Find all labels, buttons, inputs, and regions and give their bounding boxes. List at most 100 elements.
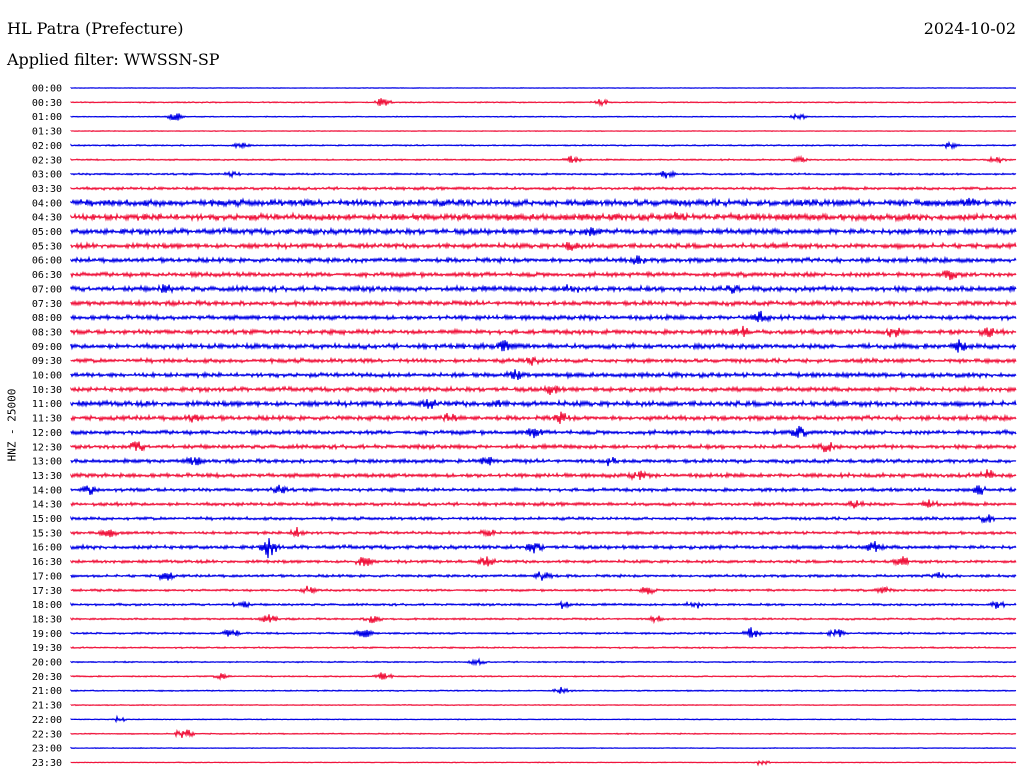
time-label: 08:30 (32, 327, 62, 338)
trace-line (70, 703, 1017, 707)
time-label: 16:00 (32, 543, 62, 554)
trace-line (70, 469, 1017, 482)
trace-line (70, 241, 1017, 251)
time-label: 01:00 (32, 112, 62, 123)
time-label: 23:00 (32, 744, 62, 755)
trace-line (70, 672, 1017, 681)
trace-line (70, 398, 1017, 409)
trace-line (70, 499, 1017, 509)
time-label: 20:30 (32, 672, 62, 683)
trace-line (70, 211, 1017, 223)
record-date: 2024-10-02 (923, 19, 1016, 38)
time-label: 06:30 (32, 270, 62, 281)
trace-line (70, 185, 1017, 192)
time-label: 01:30 (32, 127, 62, 138)
time-label: 18:30 (32, 614, 62, 625)
station-title: HL Patra (Prefecture) (7, 19, 184, 38)
time-label: 03:30 (32, 184, 62, 195)
trace-line (70, 384, 1017, 395)
trace-line (70, 283, 1017, 295)
trace-line (70, 98, 1017, 108)
trace-line (70, 112, 1017, 121)
trace-line (70, 456, 1017, 467)
trace-line (70, 527, 1017, 538)
trace-line (70, 129, 1017, 133)
time-label: 08:00 (32, 313, 62, 324)
trace-line (70, 556, 1017, 567)
trace-line (70, 657, 1017, 667)
trace-line (70, 325, 1017, 338)
time-label: 22:30 (32, 729, 62, 740)
time-label: 15:00 (32, 514, 62, 525)
trace-line (70, 686, 1017, 695)
trace-line (70, 270, 1017, 281)
time-label: 11:30 (32, 414, 62, 425)
time-label: 10:30 (32, 385, 62, 396)
time-label: 19:30 (32, 643, 62, 654)
time-label: 10:00 (32, 371, 62, 382)
trace-line (70, 310, 1017, 323)
time-label: 18:00 (32, 600, 62, 611)
trace-line (70, 369, 1017, 381)
trace-line (70, 600, 1017, 609)
time-label: 09:30 (32, 356, 62, 367)
trace-line (70, 411, 1017, 424)
trace-line (70, 484, 1017, 495)
trace-line (70, 728, 1017, 739)
trace-line (70, 538, 1017, 559)
trace-line (70, 255, 1017, 265)
time-label: 21:30 (32, 701, 62, 712)
time-label: 00:00 (32, 84, 62, 95)
time-label: 07:30 (32, 299, 62, 310)
time-label: 15:30 (32, 528, 62, 539)
time-label: 05:00 (32, 227, 62, 238)
time-label: 11:00 (32, 399, 62, 410)
trace-line (70, 714, 1017, 724)
trace-line (70, 746, 1017, 750)
time-label: 04:30 (32, 213, 62, 224)
time-label: 02:30 (32, 155, 62, 166)
time-label: 20:00 (32, 658, 62, 669)
time-label: 14:30 (32, 500, 62, 511)
time-label: 12:30 (32, 442, 62, 453)
trace-line (70, 298, 1017, 308)
trace-line (70, 140, 1017, 150)
time-label: 09:00 (32, 342, 62, 353)
trace-line (70, 154, 1017, 164)
time-label: 05:30 (32, 241, 62, 252)
filter-label: Applied filter: WWSSN-SP (7, 50, 220, 69)
trace-line (70, 585, 1017, 596)
trace-line (70, 87, 1017, 89)
trace-line (70, 339, 1017, 353)
trace-line (70, 425, 1017, 439)
trace-line (70, 645, 1017, 650)
time-label: 00:30 (32, 98, 62, 109)
time-label: 03:00 (32, 170, 62, 181)
time-label: 02:00 (32, 141, 62, 152)
trace-line (70, 514, 1017, 524)
time-label: 17:00 (32, 571, 62, 582)
time-label: 16:30 (32, 557, 62, 568)
time-label: 23:30 (32, 758, 62, 769)
time-label: 19:00 (32, 629, 62, 640)
time-label: 07:00 (32, 284, 62, 295)
time-label: 21:00 (32, 686, 62, 697)
trace-line (70, 169, 1017, 179)
time-label: 13:30 (32, 471, 62, 482)
time-label: 06:00 (32, 256, 62, 267)
trace-line (70, 571, 1017, 582)
time-label: 22:00 (32, 715, 62, 726)
time-label: 14:00 (32, 485, 62, 496)
trace-line (70, 355, 1017, 366)
trace-line (70, 197, 1017, 209)
trace-line (70, 759, 1017, 767)
time-label: 17:30 (32, 586, 62, 597)
time-label: 12:00 (32, 428, 62, 439)
trace-line (70, 627, 1017, 638)
trace-line (70, 614, 1017, 625)
time-label: 13:00 (32, 457, 62, 468)
time-label: 04:00 (32, 198, 62, 209)
trace-line (70, 441, 1017, 453)
trace-line (70, 226, 1017, 237)
